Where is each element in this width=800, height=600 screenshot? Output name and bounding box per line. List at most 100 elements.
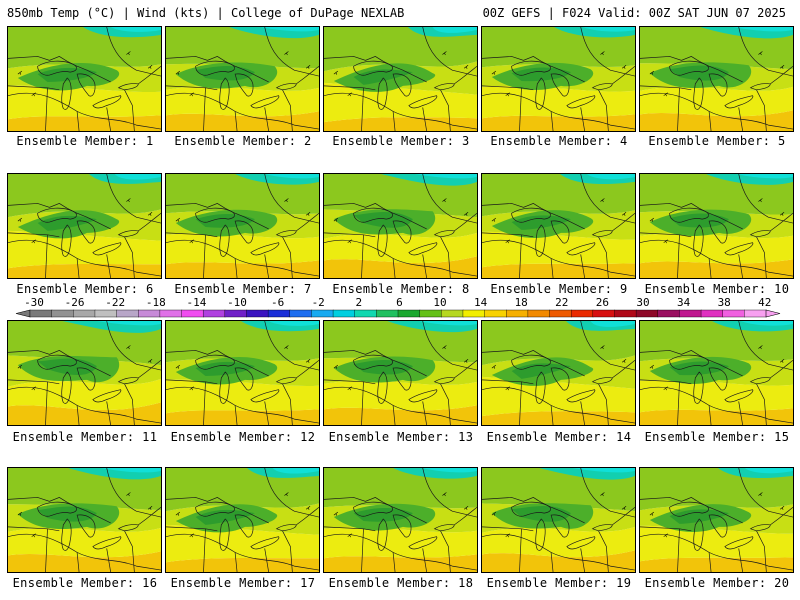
temperature-field-map <box>482 174 635 278</box>
map-outline <box>45 234 48 278</box>
map-outline <box>770 506 793 526</box>
map-outline <box>640 497 743 524</box>
map-outline <box>353 501 393 517</box>
temperature-field-map <box>640 27 793 131</box>
colorbar-tick-label: 22 <box>555 296 568 309</box>
map-outline <box>76 73 96 97</box>
map-outline <box>138 212 161 232</box>
map-outline <box>264 468 319 518</box>
map-outline <box>566 389 596 403</box>
map-outline <box>612 212 635 232</box>
wind-barb-icon <box>600 345 605 350</box>
map-outline <box>361 528 364 572</box>
map-outline <box>535 518 546 551</box>
map-outline <box>124 89 135 131</box>
wind-barb-icon <box>491 364 496 369</box>
map-outline <box>598 89 609 131</box>
colorbar-tick-label: -30 <box>24 296 44 309</box>
wind-barb-icon <box>284 492 289 497</box>
map-outline <box>219 77 230 110</box>
colorbar-tick-label: 2 <box>355 296 362 309</box>
map-outline <box>591 230 613 238</box>
map-outline <box>377 224 388 257</box>
map-outline <box>250 242 280 256</box>
temperature-band <box>114 174 161 180</box>
map-outline <box>124 236 135 278</box>
wind-barb-icon <box>305 65 311 69</box>
map-outline <box>482 232 534 238</box>
colorbar-tick-label: 18 <box>515 296 528 309</box>
temperature-band <box>418 321 477 326</box>
wind-barb-icon <box>600 51 605 56</box>
map-outline <box>392 73 412 97</box>
map-outline <box>640 85 692 91</box>
colorbar-swatch <box>614 309 637 318</box>
colorbar-tick-label: -6 <box>271 296 284 309</box>
map-outline <box>138 65 161 85</box>
map-outline <box>749 377 771 385</box>
map-outline <box>708 220 728 244</box>
wind-barb-icon <box>31 239 36 244</box>
wind-barb-icon <box>442 345 447 350</box>
temperature-band <box>422 468 477 473</box>
wind-barb-icon <box>175 70 180 75</box>
temperature-band <box>511 363 571 379</box>
map-outline <box>392 220 412 244</box>
wind-barb-icon <box>347 533 352 538</box>
map-outline <box>756 89 767 131</box>
map-outline <box>45 87 48 131</box>
map-outline <box>117 230 139 238</box>
map-outline <box>511 60 551 76</box>
colorbar-swatch <box>332 309 356 318</box>
map-outline <box>45 381 48 425</box>
temperature-band <box>166 86 319 117</box>
map-outline <box>275 230 297 238</box>
ensemble-member-label: Ensemble Member: 18 <box>328 576 474 590</box>
ensemble-map-panel <box>639 173 794 279</box>
temperature-band <box>353 69 413 85</box>
temperature-band <box>640 557 793 572</box>
wind-barb-icon <box>31 533 36 538</box>
ensemble-map-panel <box>323 173 478 279</box>
temperature-band <box>482 263 635 278</box>
wind-barb-icon <box>347 239 352 244</box>
map-outline <box>138 506 161 526</box>
wind-barb-icon <box>126 345 131 350</box>
map-outline <box>138 359 161 379</box>
map-outline <box>738 174 793 224</box>
wind-barb-icon <box>779 506 785 510</box>
temperature-band <box>640 86 793 117</box>
map-outline <box>92 536 122 550</box>
wind-barb-icon <box>175 364 180 369</box>
map-outline <box>482 56 585 83</box>
wind-barb-icon <box>779 65 785 69</box>
chart-title: 850mb Temp (°C) | Wind (kts) | College o… <box>7 6 405 20</box>
map-outline <box>8 350 111 377</box>
temperature-band <box>37 67 97 82</box>
map-outline <box>408 536 438 550</box>
temperature-band <box>195 65 255 81</box>
map-outline <box>76 514 96 538</box>
map-outline <box>8 203 111 230</box>
colorbar-swatch <box>635 309 659 318</box>
map-outline <box>770 65 793 85</box>
ensemble-map-panel <box>481 320 636 426</box>
map-outline <box>640 386 793 424</box>
map-outline <box>535 371 546 404</box>
temperature-band <box>586 174 635 180</box>
map-outline <box>353 60 393 76</box>
map-outline <box>724 95 754 109</box>
temperature-colorbar: -30 -26 -22 -18 -14 -10 -6 -2 2 6 10 14 18 22 26 30 34 38… <box>15 296 781 318</box>
wind-barb-icon <box>442 51 447 56</box>
map-outline <box>61 371 72 404</box>
map-outline <box>296 65 319 85</box>
map-outline <box>275 83 297 91</box>
temperature-field-map <box>166 27 319 131</box>
map-outline <box>408 242 438 256</box>
map-outline <box>117 83 139 91</box>
temperature-band <box>511 215 571 230</box>
map-outline <box>408 389 438 403</box>
colorbar-swatch <box>73 309 96 318</box>
map-outline <box>377 518 388 551</box>
map-outline <box>37 207 77 223</box>
